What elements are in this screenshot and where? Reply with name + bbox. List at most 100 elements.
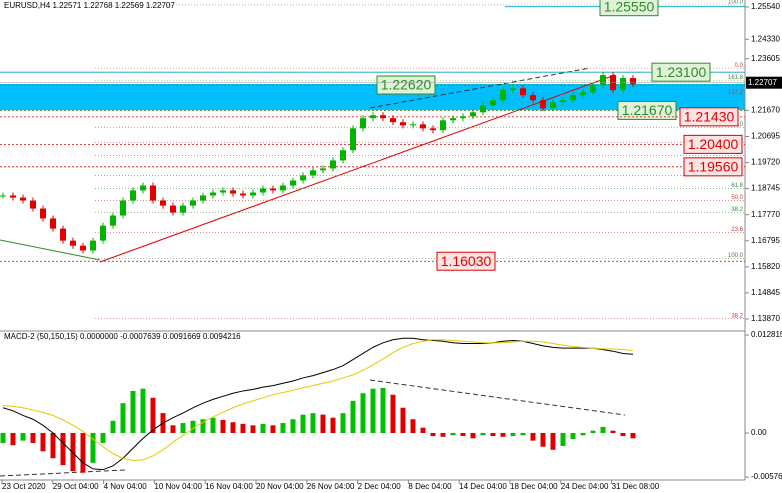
candle: [220, 190, 226, 193]
level-box: [376, 75, 436, 95]
fib-label: 38.2: [731, 313, 743, 319]
y-tick-label: 1.20695: [751, 132, 780, 141]
histogram-bar: [450, 432, 456, 436]
y-tick-label: 1.19720: [751, 158, 780, 167]
histogram-bar: [210, 417, 216, 433]
level-label: 1.23100: [656, 64, 707, 80]
candle: [0, 195, 6, 197]
histogram-bar: [610, 430, 616, 433]
last-price-label: 1.22707: [748, 78, 777, 87]
histogram-bar: [550, 432, 556, 450]
histogram-bar: [40, 432, 46, 452]
candle: [530, 95, 536, 101]
x-tick-label: 2 Dec 04:00: [358, 482, 402, 491]
candle: [170, 205, 176, 213]
level-label: 1.22620: [381, 77, 432, 93]
candle: [470, 112, 476, 117]
divergence-line: [0, 469, 126, 477]
histogram-bar: [620, 432, 626, 437]
x-tick-label: 16 Nov 04:00: [205, 482, 253, 491]
histogram-bar: [270, 425, 276, 433]
macd-line: [2, 337, 634, 471]
candle: [510, 88, 516, 91]
divergence-line: [369, 379, 626, 416]
histogram-bar: [60, 432, 66, 466]
histogram-bar: [150, 397, 156, 433]
histogram-bar: [430, 432, 436, 437]
histogram-bar: [20, 432, 26, 441]
candle: [580, 92, 586, 96]
fib-label: 100.0: [728, 0, 744, 6]
candle: [340, 150, 346, 161]
candle: [400, 122, 406, 126]
level-box: [683, 134, 743, 154]
histogram-bar: [240, 423, 246, 433]
candle: [300, 175, 306, 181]
y-tick-label: 1.13870: [751, 314, 780, 323]
candle: [250, 192, 256, 196]
histogram-bar: [310, 413, 316, 433]
histogram-bar: [570, 432, 576, 440]
x-tick-label: 29 Oct 04:00: [53, 482, 99, 491]
candle: [630, 78, 636, 85]
y-tick-label: 1.17770: [751, 210, 780, 219]
histogram-bar: [280, 423, 286, 433]
candle: [200, 195, 206, 201]
y-tick-label: 0.0128152: [751, 330, 782, 339]
candle: [190, 200, 196, 206]
histogram-bar: [70, 432, 76, 472]
x-tick-label: 14 Dec 04:00: [459, 482, 507, 491]
candle: [560, 100, 566, 103]
candle: [370, 115, 376, 119]
y-tick-label: 1.23605: [751, 54, 780, 63]
candle: [440, 120, 446, 131]
candle: [350, 128, 356, 151]
level-box: [599, 0, 659, 17]
histogram-bar: [390, 394, 396, 433]
histogram-bar: [90, 432, 96, 463]
histogram-bar: [530, 432, 536, 441]
y-tick-label: 1.21670: [751, 106, 780, 115]
candle: [140, 185, 146, 191]
candle: [130, 190, 136, 201]
candle: [160, 200, 166, 206]
level-label: 1.21670: [622, 102, 673, 118]
y-tick-label: 0.00: [751, 428, 767, 437]
histogram-bar: [580, 432, 586, 436]
histogram-bar: [140, 388, 146, 433]
x-tick-label: 20 Nov 04:00: [256, 482, 304, 491]
signal-line: [2, 339, 634, 462]
trend-line: [369, 67, 591, 109]
trend-line: [0, 239, 101, 261]
fib-label: 0.0: [735, 63, 744, 69]
histogram-bar: [220, 419, 226, 433]
histogram-bar: [30, 432, 36, 443]
candle: [260, 188, 266, 193]
indicator-title: MACD-2 (50,150,15) 0.0000000 -0.0007639 …: [4, 332, 241, 341]
candle: [620, 78, 626, 91]
candle: [120, 200, 126, 216]
candle: [270, 188, 276, 191]
histogram-bar: [0, 432, 6, 443]
last-price-box: [746, 76, 782, 89]
candle: [10, 195, 16, 198]
candle: [80, 245, 86, 251]
candle: [50, 218, 56, 229]
y-tick-label: 1.16795: [751, 236, 780, 245]
candle: [150, 185, 156, 201]
candle: [420, 124, 426, 129]
histogram-bar: [190, 420, 196, 433]
candle: [280, 185, 286, 191]
histogram-bar: [630, 432, 636, 439]
x-tick-label: 8 Dec 04:00: [408, 482, 452, 491]
trend-line: [99, 74, 616, 263]
level-label: 1.16030: [441, 253, 492, 269]
y-tick-label: -0.0057625: [751, 472, 782, 481]
candle: [180, 205, 186, 213]
histogram-bar: [350, 400, 356, 433]
histogram-bar: [100, 432, 106, 443]
histogram-bar: [180, 423, 186, 433]
candle: [100, 225, 106, 241]
